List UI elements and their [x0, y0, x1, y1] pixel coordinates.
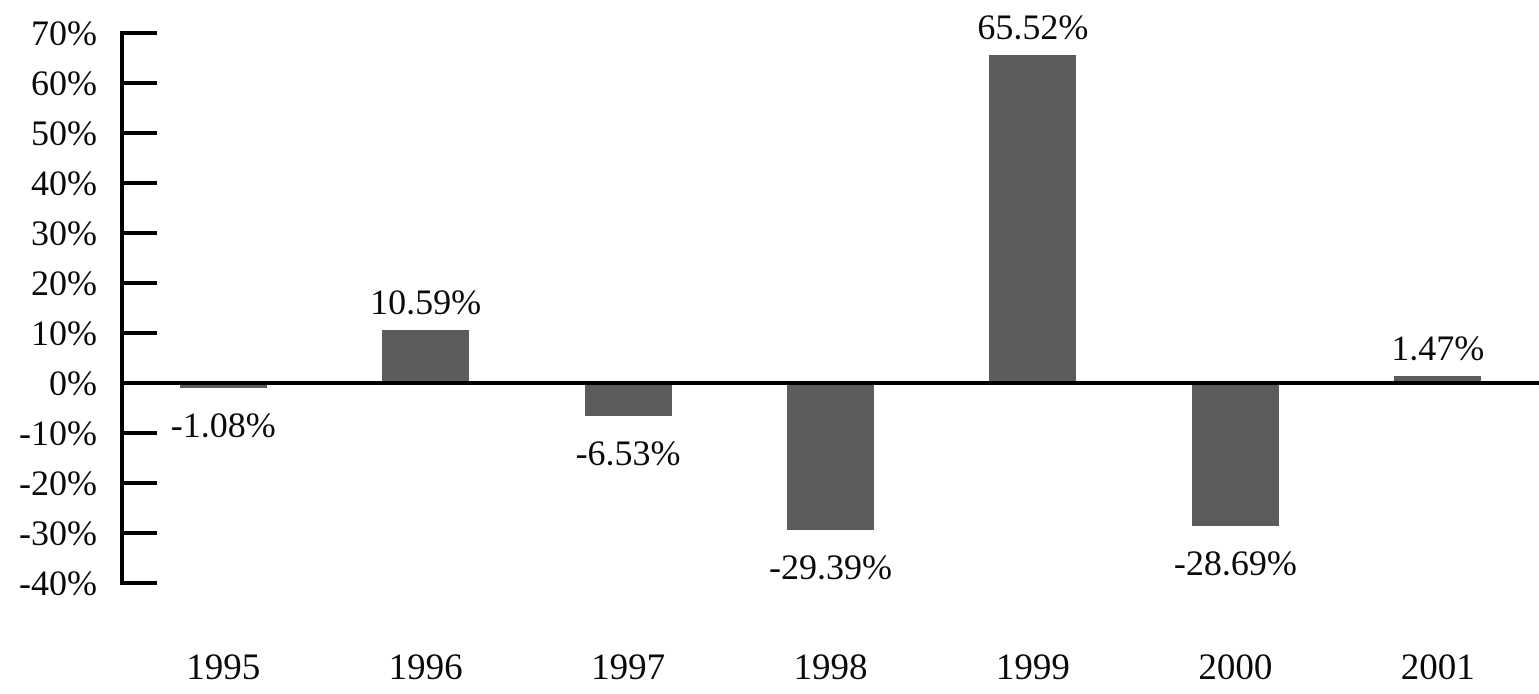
bar-2001	[1394, 375, 1482, 383]
bar-1998	[787, 383, 874, 530]
y-tick	[120, 581, 157, 585]
x-axis-label-1999: 1999	[995, 647, 1070, 688]
bar-value-label-1999: 65.52%	[977, 7, 1089, 48]
bar-value-label-2001: 1.47%	[1391, 327, 1485, 368]
bar-1995	[179, 383, 267, 389]
y-tick	[120, 281, 157, 285]
x-axis-label-1996: 1996	[388, 647, 463, 688]
bar-1999	[989, 55, 1077, 383]
y-axis	[120, 31, 124, 585]
bar-1996	[382, 330, 470, 383]
y-tick	[120, 181, 157, 185]
y-tick-label: -30%	[19, 513, 97, 553]
bar-value-label-1997: -6.53%	[575, 432, 681, 473]
y-tick	[120, 531, 157, 535]
bar-2000	[1191, 383, 1279, 527]
x-axis-label-2000: 2000	[1198, 647, 1273, 688]
x-axis-label-1998: 1998	[793, 647, 868, 688]
x-axis-label-1995: 1995	[186, 647, 261, 688]
y-tick-label: 70%	[31, 13, 97, 53]
zero-line	[120, 381, 1539, 385]
y-tick-label: 0%	[49, 363, 97, 403]
y-tick-label: -40%	[19, 563, 97, 603]
y-tick	[120, 31, 157, 35]
y-tick-label: 10%	[31, 313, 97, 353]
y-tick-label: -10%	[19, 413, 97, 453]
y-tick-label: 40%	[31, 163, 97, 203]
y-tick-label: 60%	[31, 63, 97, 103]
y-tick-label: 50%	[31, 113, 97, 153]
y-tick	[120, 381, 157, 385]
bar-value-label-1996: 10.59%	[370, 282, 482, 323]
y-tick	[120, 231, 157, 235]
y-tick	[120, 81, 157, 85]
y-tick	[120, 431, 157, 435]
y-tick-label: 30%	[31, 213, 97, 253]
y-tick	[120, 331, 157, 335]
bar-1997	[584, 383, 672, 416]
bar-value-label-2000: -28.69%	[1173, 543, 1297, 584]
x-axis-label-2001: 2001	[1400, 647, 1475, 688]
y-tick	[120, 481, 157, 485]
bar-value-label-1995: -1.08%	[170, 405, 276, 446]
y-tick-label: 20%	[31, 263, 97, 303]
x-axis-label-1997: 1997	[591, 647, 666, 688]
y-tick-label: -20%	[19, 463, 97, 503]
y-tick	[120, 131, 157, 135]
bar-value-label-1998: -29.39%	[769, 546, 892, 587]
